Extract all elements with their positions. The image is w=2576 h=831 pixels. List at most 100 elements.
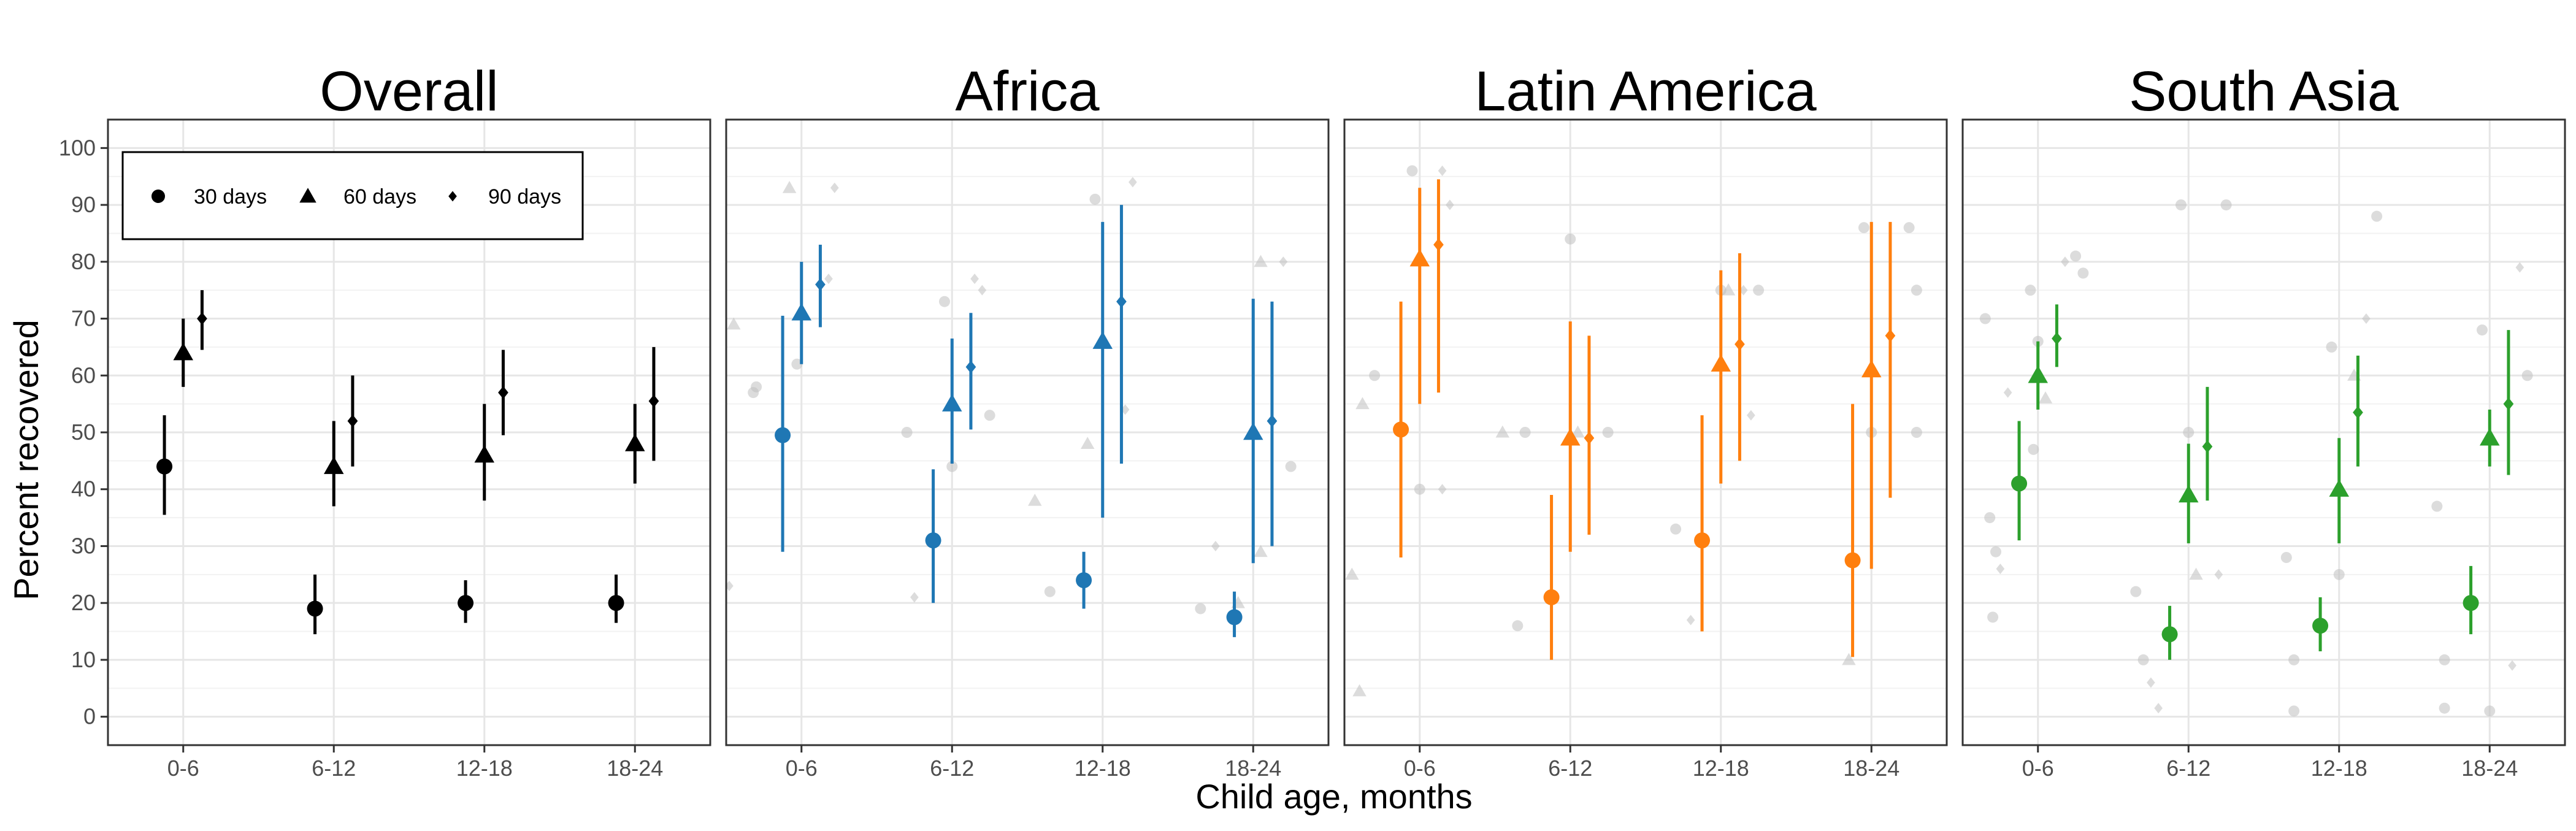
legend: 30 days 60 days 90 days (121, 151, 584, 240)
legend-marker (299, 188, 316, 203)
background-point (901, 427, 913, 438)
background-point (1686, 615, 1695, 626)
series-60-days (2028, 341, 2500, 543)
data-point (1560, 428, 1581, 446)
data-point (965, 360, 976, 373)
data-point (2011, 475, 2028, 492)
data-point (815, 278, 826, 291)
background-point (1984, 512, 1996, 524)
background-point (2288, 654, 2300, 665)
y-tick-label: 40 (71, 477, 96, 502)
background-point (938, 296, 950, 307)
series-30-days (1393, 301, 1861, 660)
x-tick-label: 12-18 (1075, 756, 1131, 781)
panel-title: Latin America (1474, 60, 1817, 123)
legend-label: 30 days (194, 185, 267, 209)
data-point (1116, 295, 1127, 308)
x-tick-label: 0-6 (167, 756, 199, 781)
data-point (2329, 479, 2349, 497)
background-point (1352, 684, 1367, 697)
data-point (648, 394, 659, 408)
x-tick-label: 18-24 (1843, 756, 1899, 781)
data-point (156, 458, 173, 475)
y-tick-label: 100 (59, 135, 96, 160)
y-tick-label: 10 (71, 647, 96, 672)
data-point (1433, 238, 1444, 251)
data-point (2179, 484, 2199, 503)
background-point (1121, 404, 1130, 415)
series-90-days (197, 290, 659, 467)
x-tick-label: 0-6 (786, 756, 818, 781)
data-point (2161, 626, 2178, 643)
data-point (2353, 406, 2363, 419)
background-point (2214, 569, 2223, 580)
x-tick-label: 12-18 (1693, 756, 1749, 781)
background-point (2154, 703, 2163, 714)
background-point (1987, 611, 1999, 623)
background-point (1842, 653, 1856, 665)
background-point (2476, 324, 2488, 336)
background-point (2288, 705, 2300, 717)
panel-south-asia: South Asia 0-6 6-12 12-18 18-24 (1961, 60, 2566, 781)
y-tick-label: 80 (71, 249, 96, 274)
y-tick-label: 90 (71, 192, 96, 217)
background-point (2147, 677, 2155, 688)
x-tick-label: 18-24 (1225, 756, 1281, 781)
background-point (1721, 283, 1736, 296)
background-point (970, 274, 979, 285)
x-tick-label: 12-18 (456, 756, 513, 781)
legend-box (121, 151, 584, 240)
series-90-days (2052, 304, 2514, 501)
background-point (1739, 285, 1748, 296)
data-point (458, 595, 474, 611)
background-point (984, 410, 995, 421)
data-point (173, 342, 193, 361)
x-tick-label: 0-6 (2022, 756, 2054, 781)
data-point (1584, 431, 1595, 445)
background-point (2189, 567, 2203, 580)
data-point (1885, 329, 1896, 342)
data-point (1226, 609, 1243, 626)
background-point (725, 580, 734, 591)
data-point (324, 456, 344, 474)
data-point (1267, 415, 1278, 427)
data-point (1735, 337, 1745, 351)
background-point (2439, 702, 2450, 714)
background-point (1279, 256, 1288, 267)
background-point (1996, 563, 2005, 575)
background-point (791, 358, 803, 370)
background-point (1044, 586, 1056, 597)
x-axis-title: Child age, months (1195, 777, 1472, 816)
background-point (1028, 494, 1042, 506)
background-point (946, 461, 958, 472)
background-point (2326, 341, 2337, 353)
x-tick-label: 6-12 (2166, 756, 2210, 781)
background-point (2508, 660, 2517, 671)
background-point (2280, 552, 2292, 563)
background-point (1089, 193, 1101, 205)
x-tick-label: 18-24 (2461, 756, 2518, 781)
data-point (1243, 422, 1263, 440)
background-point (1495, 425, 1510, 438)
y-axis-title: Percent recovered (7, 320, 45, 600)
data-point (625, 434, 645, 451)
data-point (474, 445, 494, 463)
background-point (2070, 250, 2082, 262)
background-point (2130, 586, 2142, 597)
series-60-days (791, 221, 1263, 564)
data-point (1092, 331, 1113, 349)
data-point (1844, 552, 1861, 569)
panel-title: Overall (320, 60, 498, 123)
background-point (1858, 222, 1869, 234)
legend-label: 60 days (343, 185, 416, 209)
x-tick-label: 6-12 (930, 756, 974, 781)
data-point (1543, 589, 1560, 605)
data-point (1409, 248, 1430, 267)
background-point (2431, 500, 2443, 512)
panels-layer: Overall 0-6 6-12 12-18 18-24 0 10 20 30 40 50 60 70 8… (59, 60, 2566, 781)
background-point (2025, 285, 2036, 296)
legend-marker (151, 190, 165, 203)
data-point (1393, 421, 1409, 438)
series-30-days (156, 415, 624, 635)
